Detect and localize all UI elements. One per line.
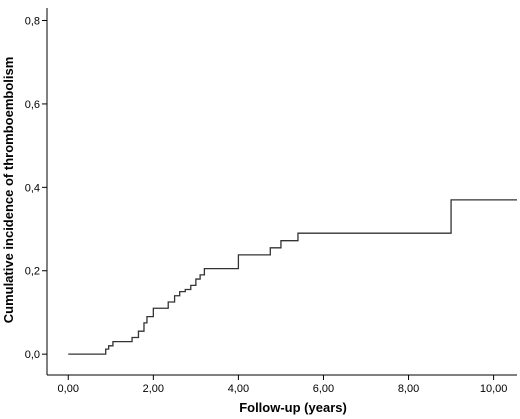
y-tick-label: 0,4 xyxy=(25,182,40,194)
plot-frame xyxy=(46,8,517,376)
y-axis: 0,0 0,2 0,4 0,6 0,8 xyxy=(25,16,47,361)
y-tick-label: 0,6 xyxy=(25,99,40,111)
series-line xyxy=(68,199,517,355)
x-tick-label: 4,00 xyxy=(228,383,249,395)
x-tick-label: 8,00 xyxy=(398,383,419,395)
series-layer xyxy=(68,199,517,355)
x-tick-label: 6,00 xyxy=(313,383,334,395)
x-axis-label: Follow-up (years) xyxy=(239,400,347,415)
y-tick-label: 0,8 xyxy=(25,16,40,28)
y-axis-label: Cumulative incidence of thromboembolism xyxy=(1,57,16,324)
x-tick-label: 10,00 xyxy=(480,383,508,395)
y-tick-label: 0,0 xyxy=(25,349,40,361)
x-tick-label: 0,00 xyxy=(58,383,79,395)
y-tick-label: 0,2 xyxy=(25,266,40,278)
x-axis: 0,00 2,00 4,00 6,00 8,00 10,00 xyxy=(58,375,508,395)
x-tick-label: 2,00 xyxy=(143,383,164,395)
